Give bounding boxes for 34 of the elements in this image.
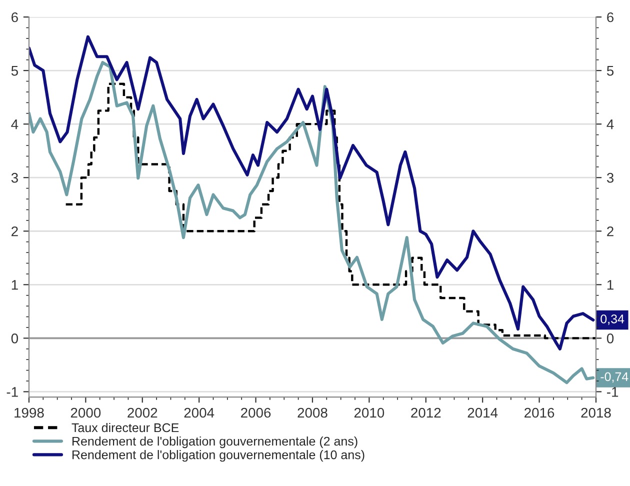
y2-tick-label: 1 — [607, 280, 614, 290]
legend-label: Rendement de l'obligation gouvernementale (2 ans) — [72, 436, 358, 448]
y2-tick-label: 5 — [606, 66, 614, 76]
y2-tick-label: 0 — [606, 334, 614, 344]
annotation: -0,74 — [600, 372, 628, 383]
x-tick-label: 2018 — [581, 408, 611, 418]
y2-tick-label: -1 — [607, 387, 618, 397]
y2-tick-label: 2 — [607, 226, 614, 236]
y-tick-label: 6 — [12, 12, 18, 22]
x-tick-label: 2002 — [128, 408, 158, 418]
x-tick-label: 2004 — [184, 408, 214, 418]
y-tick-label: 2 — [12, 226, 18, 236]
x-tick-label: 2000 — [70, 408, 101, 418]
line-series — [28, 60, 595, 384]
y-tick-label: 0 — [11, 334, 18, 344]
y-tick-label: 1 — [12, 280, 18, 290]
x-tick-label: 2010 — [354, 408, 384, 418]
x-tick-label: 2008 — [298, 408, 328, 418]
annotation: 0,34 — [600, 314, 624, 325]
y2-tick-label: 4 — [606, 120, 614, 130]
x-tick-label: 2012 — [411, 408, 441, 418]
x-tick-label: 2014 — [468, 408, 498, 418]
y2-tick-label: 6 — [607, 12, 614, 22]
line-series — [28, 35, 595, 350]
x-tick-label: 2006 — [241, 408, 271, 418]
x-tick-label: 1998 — [14, 408, 44, 418]
y-tick-label: 3 — [11, 172, 18, 183]
y2-tick-label: 3 — [606, 172, 614, 183]
x-tick-label: 2016 — [524, 408, 554, 418]
y-tick-label: 5 — [11, 66, 18, 76]
y-tick-label: -1 — [6, 387, 18, 397]
legend-label: Rendement de l'obligation gouvernementale (10 ans) — [72, 450, 364, 462]
y-tick-label: 4 — [11, 120, 18, 130]
legend-label: Taux directeur BCE — [72, 422, 179, 432]
